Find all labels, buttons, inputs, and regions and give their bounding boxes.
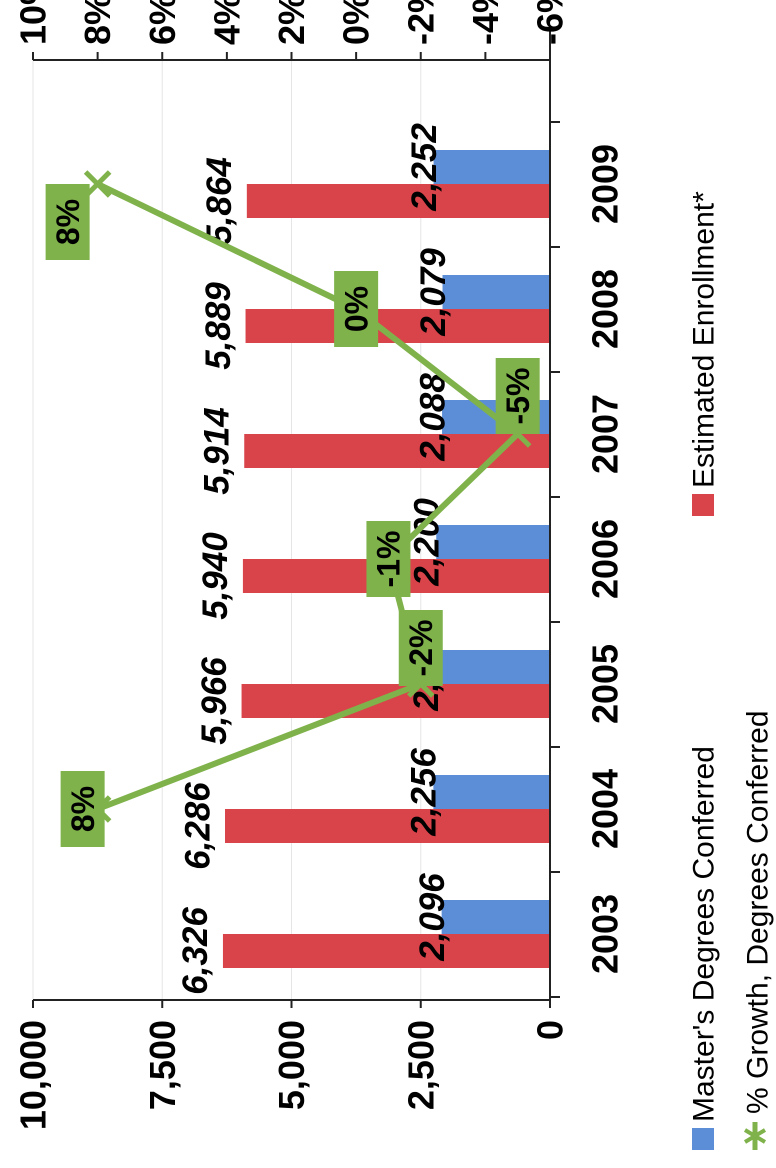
growth-label-box-2009 [45,184,90,260]
left-axis-tick-label: 2,500 [400,1020,441,1110]
bar-enrollment-2008 [245,309,550,343]
legend-swatch-growth-marker [743,1128,767,1144]
data-label-enrollment-2004: 6,286 [178,782,217,870]
growth-label-box-2007 [495,358,540,434]
right-axis-tick-label: 2% [271,0,312,45]
growth-label-box-2006 [366,521,411,597]
left-axis-tick-label: 10,000 [13,1020,54,1130]
category-label-2007: 2007 [585,394,626,474]
category-label-2006: 2006 [585,519,626,599]
legend-label-masters: Master's Degrees Conferred [688,746,721,1122]
left-axis-tick-label: 7,500 [142,1020,183,1110]
growth-label-2004: 8% [65,786,101,832]
growth-label-2005: -2% [403,620,439,677]
left-axis-tick-label: 0 [530,1020,571,1040]
category-label-2008: 2008 [585,269,626,349]
legend-label-growth: % Growth, Degrees Conferred [742,710,775,1114]
category-label-2003: 2003 [585,894,626,974]
data-label-masters-2007: 2,088 [413,373,452,462]
bar-enrollment-2003 [222,934,550,968]
legend-label-enrollment: Estimated Enrollment* [688,191,721,488]
data-label-enrollment-2005: 5,966 [195,657,234,745]
right-axis-tick-label: 4% [206,0,247,45]
data-label-enrollment-2008: 5,889 [199,282,238,370]
legend-swatch-enrollment [692,494,714,516]
bar-enrollment-2004 [225,809,550,843]
data-label-masters-2008: 2,079 [414,248,453,337]
right-axis-tick-label: -2% [400,0,441,45]
data-label-enrollment-2009: 5,864 [200,157,239,245]
growth-label-2007: -5% [500,368,536,425]
bar-masters-2005 [435,650,550,684]
data-label-masters-2004: 2,256 [405,748,444,837]
growth-label-2006: -1% [371,531,407,588]
data-label-enrollment-2007: 5,914 [197,407,236,495]
growth-label-2008: 0% [338,286,374,332]
category-label-2009: 2009 [585,144,626,224]
category-label-2004: 2004 [585,769,626,849]
growth-line [96,181,521,812]
right-axis-tick-label: -6% [530,0,571,45]
bar-masters-2008 [442,275,550,309]
data-label-enrollment-2003: 6,326 [176,907,215,995]
bar-masters-2006 [436,525,550,559]
right-axis-tick-label: -4% [465,0,506,45]
category-label-2005: 2005 [585,644,626,724]
bar-masters-2003 [441,900,550,934]
left-axis-tick-label: 5,000 [271,1020,312,1110]
data-label-enrollment-2006: 5,940 [196,532,235,620]
bar-enrollment-2005 [241,684,550,718]
data-label-masters-2009: 2,252 [405,123,444,212]
growth-label-box-2008 [334,271,379,347]
right-axis-tick-label: 8% [77,0,118,45]
right-axis-tick-label: 0% [336,0,377,45]
right-axis-tick-label: 6% [142,0,183,45]
growth-label-2009: 8% [50,199,86,245]
bar-masters-2009 [433,150,550,184]
right-axis-tick-label: 10% [13,0,54,45]
bar-masters-2004 [433,775,550,809]
growth-label-box-2005 [398,610,443,686]
growth-label-box-2004 [60,771,105,847]
data-label-masters-2003: 2,096 [413,873,452,962]
legend-swatch-masters [692,1128,714,1150]
bar-enrollment-2009 [246,184,550,218]
